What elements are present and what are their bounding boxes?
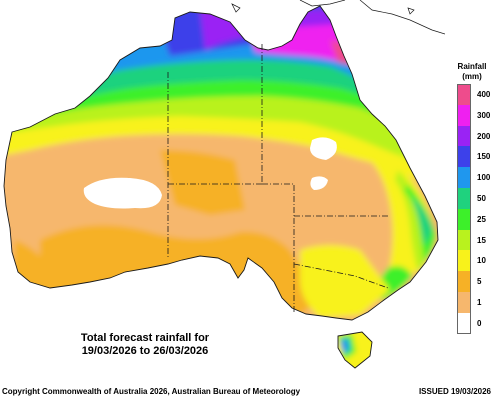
lake-eyre-dry-patch <box>83 177 162 209</box>
legend-label: 1 <box>477 297 482 307</box>
legend-bin: 300 <box>449 104 495 126</box>
issued-date: ISSUED 19/03/2026 <box>418 387 491 396</box>
legend-label: 100 <box>477 173 491 183</box>
legend-label: 25 <box>477 214 486 224</box>
legend-swatch <box>457 84 471 105</box>
legend-label: 150 <box>477 152 491 162</box>
legend-swatch <box>457 187 471 209</box>
legend-swatch <box>457 250 471 272</box>
legend-swatch <box>457 229 471 251</box>
legend-label: 200 <box>477 131 491 141</box>
legend-bin: 5 <box>449 271 495 292</box>
legend-label: 300 <box>477 110 491 120</box>
legend-bin: 400 <box>449 84 495 105</box>
legend-label: 10 <box>477 256 486 266</box>
legend-swatch <box>457 146 471 168</box>
legend-bin: 25 <box>449 208 495 230</box>
legend-label: 400 <box>477 90 491 99</box>
legend-bin: 1 <box>449 291 495 313</box>
legend-title: Rainfall <box>457 62 487 71</box>
legend-unit: (mm) <box>462 72 482 81</box>
australia-coastline <box>3 5 439 321</box>
caption-line-1: Total forecast rainfall for <box>80 332 210 344</box>
legend-label: 0 <box>477 318 482 328</box>
caption-line-2: 19/03/2026 to 26/03/2026 <box>81 345 209 357</box>
legend-label: 5 <box>477 277 482 287</box>
legend-bin: 150 <box>449 146 495 168</box>
legend-swatch <box>457 104 471 126</box>
legend-bin: 0 <box>449 312 495 334</box>
legend-label: 15 <box>477 235 486 245</box>
copyright-text: Copyright Commonwealth of Australia 2026… <box>2 387 301 396</box>
new-guinea-coastline <box>299 0 445 35</box>
legend-swatch <box>457 125 471 147</box>
legend-swatch <box>457 312 471 334</box>
rainfall-map <box>3 0 445 369</box>
tasmania-coastline <box>337 331 373 369</box>
rainfall-legend: Rainfall (mm) 400 300 200 150 100 50 25 15 10 5 1 0 <box>449 62 495 334</box>
legend-bin: 15 <box>449 229 495 251</box>
legend-bin: 50 <box>449 187 495 209</box>
legend-bin: 10 <box>449 250 495 272</box>
legend-swatch <box>457 208 471 230</box>
legend-label: 50 <box>477 193 486 203</box>
islands-outline <box>231 3 415 15</box>
legend-bin: 100 <box>449 167 495 188</box>
legend-swatch <box>457 167 471 188</box>
footer: Copyright Commonwealth of Australia 2026… <box>0 384 495 400</box>
dry-patch-qld-south <box>310 176 328 190</box>
legend-swatch <box>457 271 471 292</box>
dry-patch-qld <box>310 137 337 160</box>
legend-bin: 200 <box>449 125 495 147</box>
legend-scale: 400 300 200 150 100 50 25 15 10 5 1 0 <box>449 84 495 334</box>
state-borders <box>167 44 389 312</box>
map-caption: Total forecast rainfall for 19/03/2026 t… <box>60 332 230 358</box>
legend-swatch <box>457 291 471 313</box>
